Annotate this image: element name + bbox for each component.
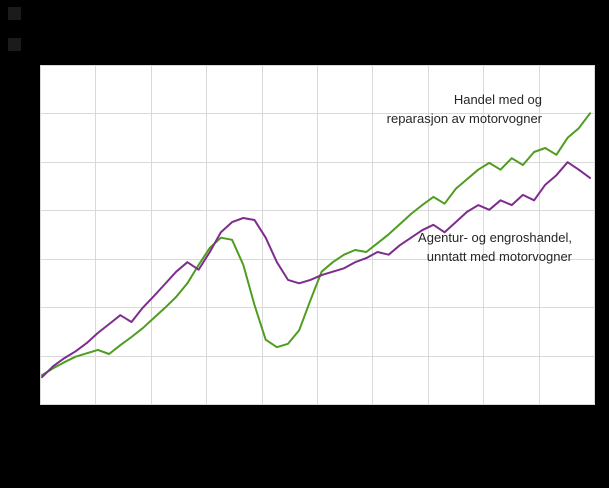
chart-svg: [40, 65, 595, 405]
corner-mark-top: [8, 7, 21, 20]
corner-mark-bottom: [8, 38, 21, 51]
series-line: [41, 161, 591, 379]
series-line: [41, 112, 591, 377]
plot-area: Handel med og reparasjon av motorvogner …: [40, 65, 595, 405]
